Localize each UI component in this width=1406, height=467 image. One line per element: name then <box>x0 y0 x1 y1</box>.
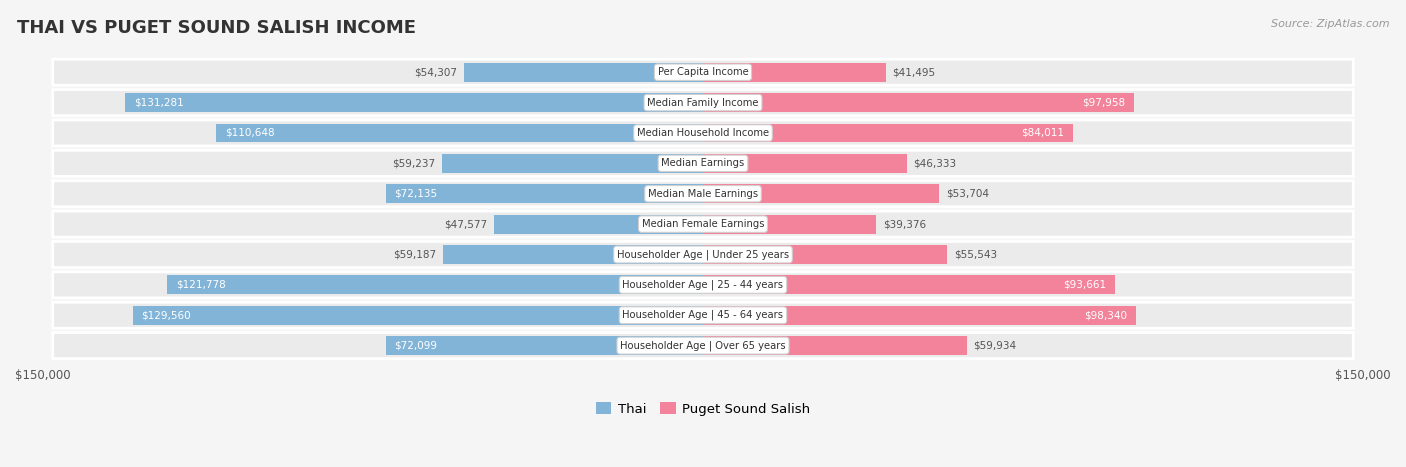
Text: Median Female Earnings: Median Female Earnings <box>641 219 765 229</box>
Text: $53,704: $53,704 <box>946 189 988 199</box>
FancyBboxPatch shape <box>52 302 1354 328</box>
Text: $59,187: $59,187 <box>392 249 436 260</box>
Text: Median Male Earnings: Median Male Earnings <box>648 189 758 199</box>
Text: $97,958: $97,958 <box>1083 98 1125 107</box>
FancyBboxPatch shape <box>217 124 703 142</box>
Text: THAI VS PUGET SOUND SALISH INCOME: THAI VS PUGET SOUND SALISH INCOME <box>17 19 416 37</box>
FancyBboxPatch shape <box>52 211 1354 237</box>
FancyBboxPatch shape <box>703 63 886 82</box>
FancyBboxPatch shape <box>703 184 939 203</box>
Legend: Thai, Puget Sound Salish: Thai, Puget Sound Salish <box>591 397 815 421</box>
FancyBboxPatch shape <box>52 120 1354 146</box>
FancyBboxPatch shape <box>464 63 703 82</box>
Text: $47,577: $47,577 <box>444 219 486 229</box>
FancyBboxPatch shape <box>52 150 1354 177</box>
FancyBboxPatch shape <box>132 306 703 325</box>
Text: $93,661: $93,661 <box>1063 280 1107 290</box>
FancyBboxPatch shape <box>703 154 907 173</box>
Text: Householder Age | Under 25 years: Householder Age | Under 25 years <box>617 249 789 260</box>
Text: Median Household Income: Median Household Income <box>637 128 769 138</box>
FancyBboxPatch shape <box>703 215 876 234</box>
Text: $59,237: $59,237 <box>392 158 436 168</box>
Text: $98,340: $98,340 <box>1084 310 1128 320</box>
FancyBboxPatch shape <box>52 241 1354 268</box>
Text: $59,934: $59,934 <box>973 340 1017 351</box>
Text: Householder Age | Over 65 years: Householder Age | Over 65 years <box>620 340 786 351</box>
FancyBboxPatch shape <box>385 184 703 203</box>
Text: $54,307: $54,307 <box>415 67 457 77</box>
Text: Householder Age | 25 - 44 years: Householder Age | 25 - 44 years <box>623 280 783 290</box>
FancyBboxPatch shape <box>703 245 948 264</box>
Text: $84,011: $84,011 <box>1021 128 1064 138</box>
FancyBboxPatch shape <box>494 215 703 234</box>
Text: $131,281: $131,281 <box>134 98 184 107</box>
Text: Per Capita Income: Per Capita Income <box>658 67 748 77</box>
Text: $39,376: $39,376 <box>883 219 927 229</box>
FancyBboxPatch shape <box>125 93 703 112</box>
Text: $110,648: $110,648 <box>225 128 274 138</box>
FancyBboxPatch shape <box>703 93 1135 112</box>
Text: $72,135: $72,135 <box>394 189 437 199</box>
FancyBboxPatch shape <box>52 333 1354 359</box>
Text: Median Family Income: Median Family Income <box>647 98 759 107</box>
FancyBboxPatch shape <box>385 336 703 355</box>
FancyBboxPatch shape <box>443 245 703 264</box>
Text: $46,333: $46,333 <box>914 158 956 168</box>
Text: $121,778: $121,778 <box>176 280 225 290</box>
Text: $41,495: $41,495 <box>893 67 935 77</box>
Text: Median Earnings: Median Earnings <box>661 158 745 168</box>
FancyBboxPatch shape <box>52 90 1354 116</box>
Text: $55,543: $55,543 <box>955 249 997 260</box>
FancyBboxPatch shape <box>52 59 1354 85</box>
Text: $72,099: $72,099 <box>395 340 437 351</box>
FancyBboxPatch shape <box>167 276 703 294</box>
Text: Householder Age | 45 - 64 years: Householder Age | 45 - 64 years <box>623 310 783 320</box>
FancyBboxPatch shape <box>443 154 703 173</box>
FancyBboxPatch shape <box>703 276 1115 294</box>
Text: $129,560: $129,560 <box>142 310 191 320</box>
FancyBboxPatch shape <box>703 306 1136 325</box>
FancyBboxPatch shape <box>703 336 967 355</box>
FancyBboxPatch shape <box>703 124 1073 142</box>
FancyBboxPatch shape <box>52 181 1354 207</box>
Text: Source: ZipAtlas.com: Source: ZipAtlas.com <box>1271 19 1389 28</box>
FancyBboxPatch shape <box>52 272 1354 298</box>
